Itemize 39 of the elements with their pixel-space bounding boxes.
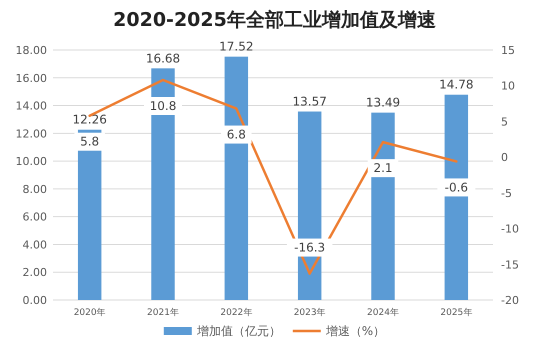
y-tick-label: 0.00: [22, 294, 47, 307]
chart-title: 2020-2025年全部工业增加值及增速: [113, 9, 436, 31]
y-tick-label: 16.00: [16, 72, 47, 85]
y-tick-label: 4.00: [22, 238, 47, 252]
y2-tick-label: -5: [501, 186, 512, 200]
data-label: 2.1: [373, 161, 393, 176]
y-tick-label: 14.00: [16, 100, 47, 113]
data-label: 6.8: [226, 128, 246, 142]
y2-tick-label: 5: [501, 115, 508, 128]
data-label: 13.57: [292, 94, 327, 109]
x-tick-label: 2021年: [147, 307, 179, 318]
y-tick-label: 6.00: [22, 210, 47, 224]
x-tick-label: 2024年: [367, 307, 399, 318]
y2-tick-label: 15: [501, 44, 515, 57]
legend-label: 增加值（亿元）: [196, 324, 281, 338]
y2-tick-label: -20: [501, 294, 519, 307]
y-tick-label: 10.00: [16, 155, 47, 168]
legend-label: 增速（%）: [324, 324, 386, 338]
data-label: 17.52: [219, 40, 254, 54]
y2-tick-label: -15: [501, 258, 519, 272]
y-tick-label: 2.00: [22, 266, 47, 280]
y2-tick-label: -10: [501, 222, 519, 236]
x-tick-label: 2022年: [220, 307, 252, 318]
data-label: 12.26: [72, 112, 107, 127]
data-label: 16.68: [146, 51, 180, 66]
y-tick-label: 12.00: [16, 127, 47, 140]
data-label: -0.6: [444, 180, 468, 194]
data-label: 5.8: [80, 134, 100, 149]
y2-tick-label: 0: [501, 151, 508, 164]
y-tick-label: 18.00: [16, 44, 47, 57]
y2-tick-label: 10: [501, 80, 515, 93]
data-label: 13.49: [366, 96, 400, 110]
y-tick-label: 8.00: [22, 182, 47, 196]
data-label: 14.78: [439, 78, 474, 92]
data-label: -16.3: [294, 240, 326, 255]
data-label: 10.8: [150, 99, 176, 113]
x-tick-label: 2025年: [440, 307, 472, 318]
x-tick-label: 2020年: [74, 307, 106, 318]
x-tick-label: 2023年: [294, 307, 326, 318]
